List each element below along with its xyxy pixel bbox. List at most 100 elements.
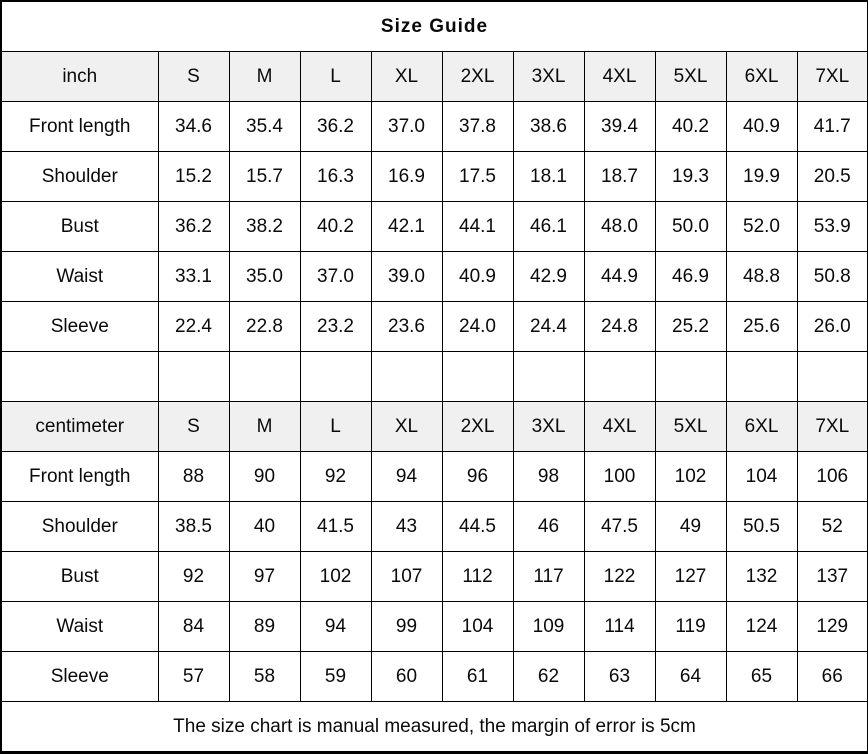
measurement-value-cell: 63 [583, 651, 656, 702]
measurement-label: Bust [0, 201, 159, 252]
measurement-value-cell: 39.4 [583, 101, 656, 152]
measurement-value-cell: 24.4 [512, 301, 585, 352]
size-header-cell: 4XL [583, 401, 656, 452]
unit-header-cell: inch [0, 51, 159, 102]
measurement-value-cell: 100 [583, 451, 656, 502]
measurement-value-cell: 122 [583, 551, 656, 602]
measurement-value-cell: 17.5 [441, 151, 514, 202]
measurement-value-cell: 48.0 [583, 201, 656, 252]
measurement-value-cell: 42.1 [370, 201, 443, 252]
measurement-value-cell: 35.4 [228, 101, 301, 152]
measurement-label: Waist [0, 601, 159, 652]
page-title: Size Guide [0, 0, 868, 52]
measurement-value-cell: 44.5 [441, 501, 514, 552]
empty-cell [228, 351, 301, 402]
measurement-value-cell: 16.3 [299, 151, 372, 202]
footer-section: The size chart is manual measured, the m… [0, 701, 868, 753]
measurement-value-cell: 36.2 [299, 101, 372, 152]
measurement-value-cell: 44.1 [441, 201, 514, 252]
size-header-cell: XL [370, 51, 443, 102]
size-header-row-centimeter: centimeter S M L XL 2XL 3XL 4XL 5XL 6XL 7XL [0, 401, 868, 452]
measurement-value-cell: 104 [441, 601, 514, 652]
measurement-value-cell: 137 [796, 551, 868, 602]
measurement-value-cell: 18.7 [583, 151, 656, 202]
measurement-value-cell: 41.5 [299, 501, 372, 552]
measurement-value-cell: 94 [370, 451, 443, 502]
measurement-label: Bust [0, 551, 159, 602]
measurement-value-cell: 47.5 [583, 501, 656, 552]
measurement-label: Waist [0, 251, 159, 302]
size-header-cell: 6XL [725, 51, 798, 102]
measurement-row: Front length 34.6 35.4 36.2 37.0 37.8 38.6 39.4… [0, 101, 868, 152]
measurement-value-cell: 109 [512, 601, 585, 652]
measurement-row: Bust 36.2 38.2 40.2 42.1 44.1 46.1 48.0 50.0 52.0… [0, 201, 868, 252]
measurement-value-cell: 62 [512, 651, 585, 702]
measurement-value-cell: 50.8 [796, 251, 868, 302]
measurement-value-cell: 59 [299, 651, 372, 702]
measurement-row: Bust 92 97 102 107 112 117 122 127 132 137 [0, 551, 868, 602]
measurement-label: Front length [0, 451, 159, 502]
measurement-value-cell: 40.9 [441, 251, 514, 302]
measurement-value-cell: 40 [228, 501, 301, 552]
measurement-value-cell: 37.0 [299, 251, 372, 302]
measurement-value-cell: 41.7 [796, 101, 868, 152]
measurement-value-cell: 42.9 [512, 251, 585, 302]
measurement-value-cell: 19.3 [654, 151, 727, 202]
empty-cell [725, 351, 798, 402]
measurement-value-cell: 88 [157, 451, 230, 502]
measurement-value-cell: 19.9 [725, 151, 798, 202]
measurement-row: Sleeve 22.4 22.8 23.2 23.6 24.0 24.4 24.8 25.2 25… [0, 301, 868, 352]
measurement-value-cell: 25.2 [654, 301, 727, 352]
measurement-value-cell: 46.9 [654, 251, 727, 302]
measurement-value-cell: 57 [157, 651, 230, 702]
size-header-row-inch: inch S M L XL 2XL 3XL 4XL 5XL 6XL 7XL [0, 51, 868, 102]
measurement-value-cell: 64 [654, 651, 727, 702]
measurement-value-cell: 132 [725, 551, 798, 602]
footer-note: The size chart is manual measured, the m… [0, 701, 868, 753]
measurement-value-cell: 22.4 [157, 301, 230, 352]
empty-cell [441, 351, 514, 402]
measurement-value-cell: 107 [370, 551, 443, 602]
size-header-cell: XL [370, 401, 443, 452]
measurement-value-cell: 40.9 [725, 101, 798, 152]
measurement-value-cell: 48.8 [725, 251, 798, 302]
measurement-value-cell: 124 [725, 601, 798, 652]
measurement-value-cell: 129 [796, 601, 868, 652]
measurement-value-cell: 102 [654, 451, 727, 502]
measurement-value-cell: 102 [299, 551, 372, 602]
size-header-cell: 5XL [654, 401, 727, 452]
title-row: Size Guide [0, 0, 868, 52]
empty-cell [512, 351, 585, 402]
size-header-cell: 2XL [441, 401, 514, 452]
measurement-label: Shoulder [0, 151, 159, 202]
measurement-value-cell: 26.0 [796, 301, 868, 352]
measurement-value-cell: 16.9 [370, 151, 443, 202]
empty-cell [0, 351, 159, 402]
size-header-cell: S [157, 51, 230, 102]
measurement-label: Front length [0, 101, 159, 152]
measurement-value-cell: 104 [725, 451, 798, 502]
measurement-value-cell: 49 [654, 501, 727, 552]
size-header-cell: 3XL [512, 401, 585, 452]
measurement-value-cell: 20.5 [796, 151, 868, 202]
measurement-label: Sleeve [0, 651, 159, 702]
measurement-label: Sleeve [0, 301, 159, 352]
size-header-cell: L [299, 51, 372, 102]
measurement-value-cell: 66 [796, 651, 868, 702]
measurement-value-cell: 60 [370, 651, 443, 702]
size-header-cell: 7XL [796, 401, 868, 452]
measurement-value-cell: 61 [441, 651, 514, 702]
measurement-value-cell: 99 [370, 601, 443, 652]
measurement-row: Shoulder 38.5 40 41.5 43 44.5 46 47.5 49 50.5 52 [0, 501, 868, 552]
measurement-value-cell: 40.2 [654, 101, 727, 152]
size-header-cell: 2XL [441, 51, 514, 102]
size-header-cell: 3XL [512, 51, 585, 102]
measurement-row: Waist 84 89 94 99 104 109 114 119 124 129 [0, 601, 868, 652]
empty-cell [654, 351, 727, 402]
measurement-value-cell: 52.0 [725, 201, 798, 252]
measurement-value-cell: 98 [512, 451, 585, 502]
empty-cell [299, 351, 372, 402]
measurement-value-cell: 24.8 [583, 301, 656, 352]
measurement-value-cell: 24.0 [441, 301, 514, 352]
